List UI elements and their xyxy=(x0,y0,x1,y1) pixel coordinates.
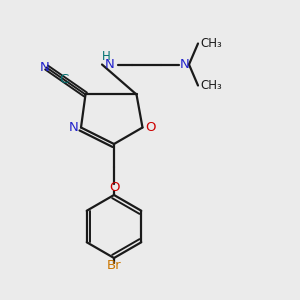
Text: N: N xyxy=(40,61,50,74)
Text: O: O xyxy=(109,181,119,194)
Text: CH₃: CH₃ xyxy=(201,37,222,50)
Text: N: N xyxy=(180,58,189,71)
Text: N: N xyxy=(69,121,78,134)
Text: Br: Br xyxy=(107,259,121,272)
Text: CH₃: CH₃ xyxy=(201,79,222,92)
Text: O: O xyxy=(145,121,155,134)
Text: C: C xyxy=(59,73,69,86)
Text: H: H xyxy=(101,50,110,63)
Text: N: N xyxy=(105,58,114,71)
